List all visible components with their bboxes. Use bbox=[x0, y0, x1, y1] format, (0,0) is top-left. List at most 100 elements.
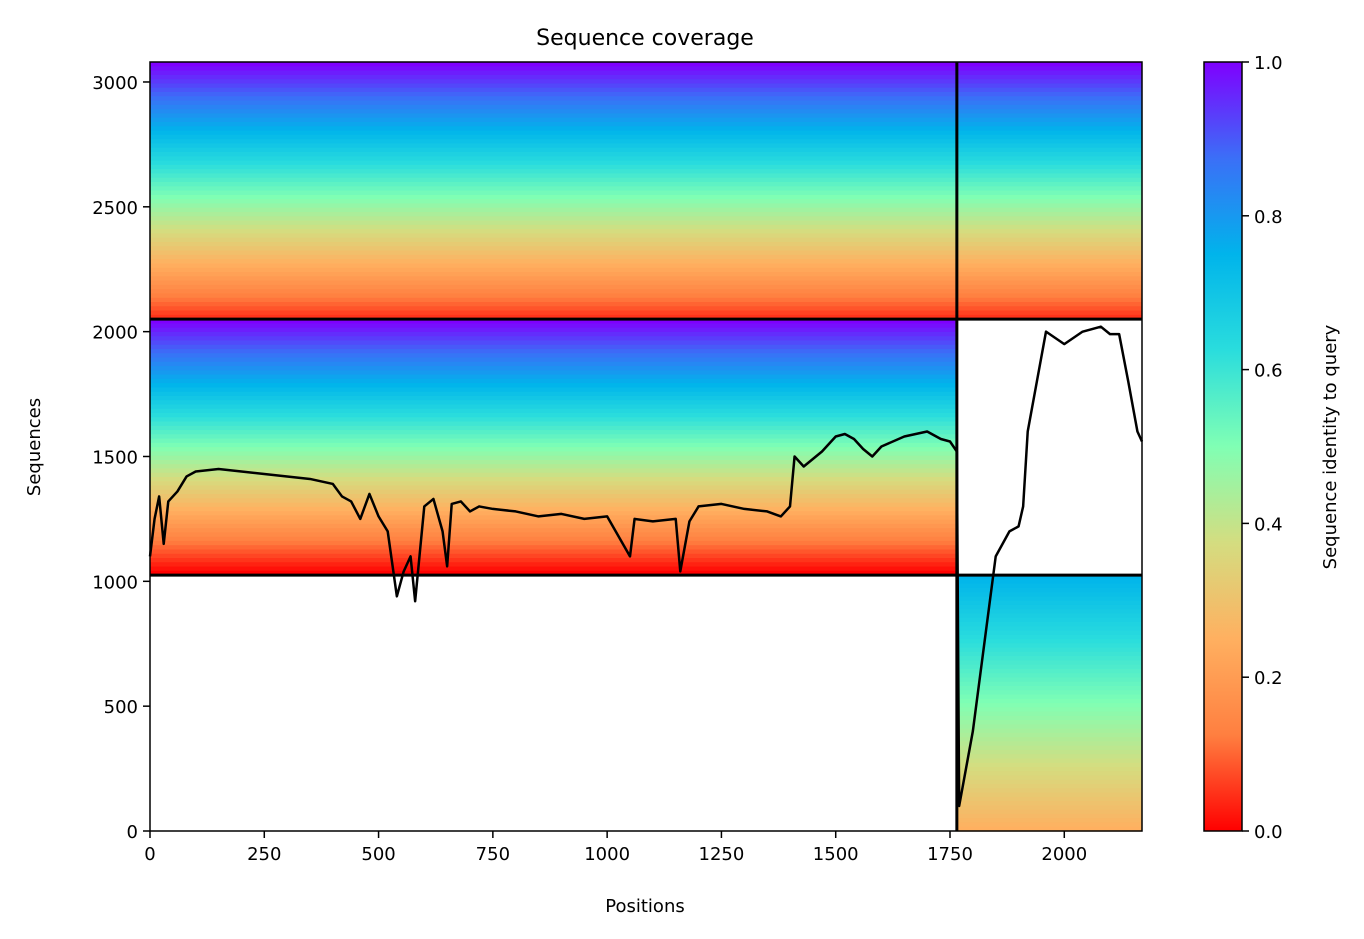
heatmap-strip bbox=[956, 263, 1142, 269]
heatmap-strip bbox=[956, 822, 1142, 828]
heatmap-strip bbox=[150, 199, 957, 205]
heatmap-strip bbox=[956, 668, 1142, 674]
y-tick-label: 1000 bbox=[92, 572, 138, 593]
heatmap-strip bbox=[956, 609, 1142, 615]
heatmap-strip bbox=[150, 400, 957, 406]
heatmap-strip bbox=[150, 519, 957, 525]
heatmap-strip bbox=[150, 70, 957, 76]
heatmap-strip bbox=[956, 685, 1142, 691]
heatmap-strip bbox=[150, 506, 957, 512]
y-tick-label: 500 bbox=[104, 697, 138, 718]
heatmap-strip bbox=[956, 306, 1142, 312]
y-axis: 0 500 1000 1500 2000 2500 3000 bbox=[92, 73, 150, 843]
heatmap-strip bbox=[956, 113, 1142, 119]
x-axis: 0 250 500 750 1000 1250 1500 1750 2000 bbox=[144, 831, 1087, 865]
heatmap-strip bbox=[150, 293, 957, 299]
heatmap-strip bbox=[150, 216, 957, 222]
y-axis-label: Sequences bbox=[24, 398, 45, 496]
heatmap-strip bbox=[956, 587, 1142, 593]
heatmap-strip bbox=[150, 156, 957, 162]
heatmap-strip bbox=[956, 767, 1142, 772]
heatmap-strip bbox=[956, 87, 1142, 93]
chart-title: Sequence coverage bbox=[536, 26, 754, 51]
heatmap-strip bbox=[150, 553, 957, 559]
heatmap-strip bbox=[150, 280, 957, 286]
heatmap-strip bbox=[150, 79, 957, 85]
heatmap-strip bbox=[150, 421, 957, 427]
heatmap-strip bbox=[150, 207, 957, 213]
heatmap-strip bbox=[956, 220, 1142, 226]
heatmap-strip bbox=[956, 194, 1142, 200]
heatmap-strip bbox=[150, 160, 957, 166]
heatmap-strip bbox=[956, 673, 1142, 679]
heatmap-strip bbox=[150, 147, 957, 153]
heatmap-strip bbox=[956, 694, 1142, 700]
heatmap-block bbox=[956, 62, 1142, 320]
x-axis-label: Positions bbox=[605, 896, 684, 917]
heatmap-strip bbox=[150, 229, 957, 235]
heatmap-strip bbox=[150, 417, 957, 423]
heatmap-strip bbox=[150, 276, 957, 282]
heatmap-strip bbox=[150, 438, 957, 444]
heatmap-strip bbox=[956, 775, 1142, 781]
heatmap-strip bbox=[150, 66, 957, 72]
heatmap-strip bbox=[150, 464, 957, 470]
heatmap-strip bbox=[956, 643, 1142, 649]
heatmap-strip bbox=[956, 788, 1142, 794]
heatmap-strip bbox=[150, 336, 957, 342]
heatmap-strip bbox=[150, 532, 957, 538]
plot-area bbox=[148, 61, 1144, 832]
heatmap-strip bbox=[150, 289, 957, 295]
heatmap-strip bbox=[956, 216, 1142, 222]
heatmap-strip bbox=[150, 246, 957, 252]
heatmap-strip bbox=[956, 715, 1142, 721]
heatmap-strip bbox=[150, 323, 957, 329]
colorbar-tick-label: 0.4 bbox=[1254, 514, 1283, 535]
heatmap-strip bbox=[150, 297, 957, 303]
heatmap-strip bbox=[956, 818, 1142, 824]
heatmap-strip bbox=[150, 130, 957, 136]
x-tick-label: 750 bbox=[476, 844, 510, 865]
heatmap-strip bbox=[956, 310, 1142, 316]
colorbar: 0.0 0.2 0.4 0.6 0.8 1.0 bbox=[1203, 53, 1283, 843]
heatmap-strip bbox=[956, 100, 1142, 106]
heatmap-strip bbox=[956, 70, 1142, 76]
heatmap-strip bbox=[150, 139, 957, 145]
heatmap-strip bbox=[956, 613, 1142, 619]
heatmap-strip bbox=[956, 809, 1142, 815]
heatmap-strip bbox=[150, 536, 957, 542]
heatmap-strip bbox=[150, 451, 957, 457]
colorbar-tick-label: 1.0 bbox=[1254, 53, 1283, 74]
heatmap-strip bbox=[956, 639, 1142, 644]
heatmap-strip bbox=[150, 259, 957, 265]
heatmap-strip bbox=[150, 558, 957, 563]
heatmap-strip bbox=[956, 207, 1142, 213]
heatmap-strip bbox=[150, 109, 957, 115]
heatmap-strip bbox=[956, 677, 1142, 683]
heatmap-strip bbox=[956, 801, 1142, 807]
heatmap-strip bbox=[150, 62, 957, 67]
heatmap-strip bbox=[956, 681, 1142, 687]
heatmap-strip bbox=[150, 117, 957, 123]
heatmap-strip bbox=[956, 784, 1142, 789]
heatmap-strip bbox=[150, 169, 957, 175]
colorbar-gradient bbox=[1203, 61, 1243, 832]
heatmap-strip bbox=[956, 724, 1142, 730]
heatmap-strip bbox=[150, 340, 957, 346]
colorbar-label: Sequence identity to query bbox=[1320, 324, 1341, 569]
heatmap-strip bbox=[956, 617, 1142, 623]
heatmap-strip bbox=[956, 186, 1142, 192]
y-tick-label: 2000 bbox=[92, 323, 138, 344]
heatmap-strip bbox=[956, 130, 1142, 136]
heatmap-strip bbox=[150, 263, 957, 269]
heatmap-strip bbox=[956, 212, 1142, 217]
heatmap-strip bbox=[150, 472, 957, 478]
heatmap-strip bbox=[956, 579, 1142, 585]
heatmap-strip bbox=[956, 690, 1142, 696]
x-tick-label: 0 bbox=[144, 844, 155, 865]
heatmap-strip bbox=[150, 562, 957, 568]
heatmap-strip bbox=[956, 314, 1142, 320]
heatmap-strip bbox=[150, 242, 957, 247]
heatmap-strip bbox=[956, 711, 1142, 717]
heatmap-strip bbox=[150, 331, 957, 337]
